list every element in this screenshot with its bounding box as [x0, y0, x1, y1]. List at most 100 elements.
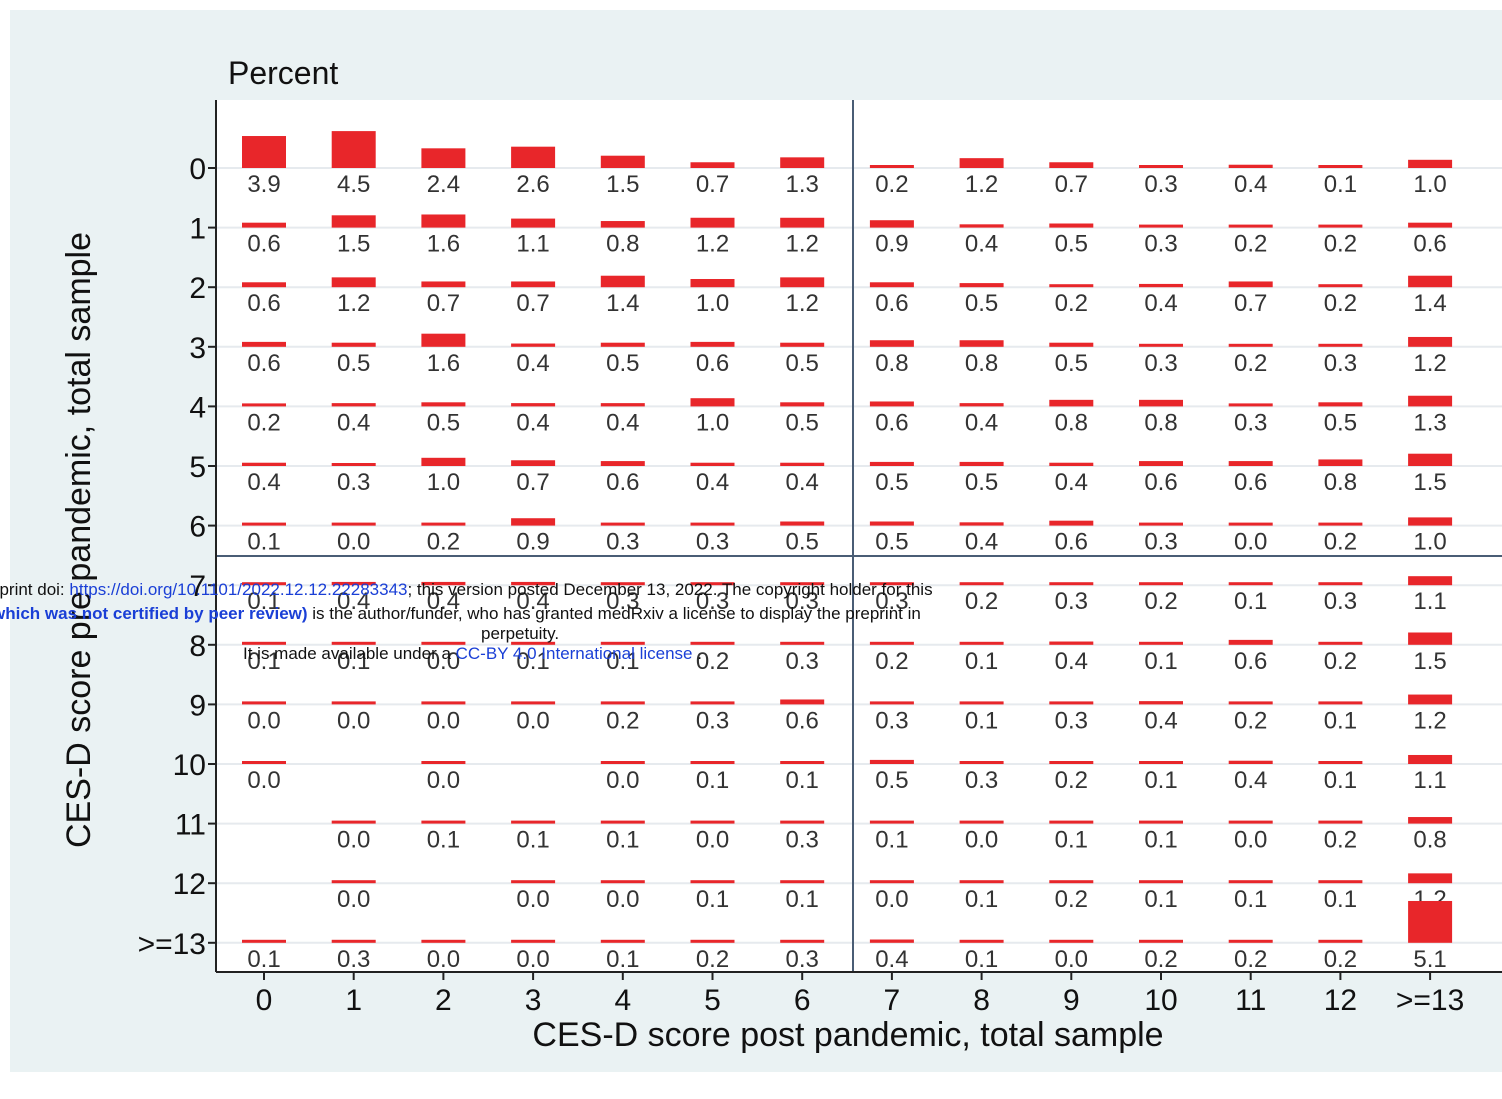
cell-value-label: 0.0 [1055, 946, 1088, 973]
cell-value-label: 0.2 [696, 648, 729, 675]
watermark-line-2: which was not certified by peer review) … [0, 604, 921, 624]
cell-value-label: 0.5 [786, 529, 819, 556]
cell-bar [1049, 223, 1094, 228]
cell-value-label: 0.7 [1055, 171, 1088, 198]
cells: 3.9 4.5 2.4 2.6 1.5 0.7 1.3 0.2 1.2 0.7 0.3 0.4 0.1 1… [242, 131, 1453, 973]
cell-bar [1139, 343, 1183, 347]
cell-value-label: 0.1 [247, 529, 280, 556]
cell-value-label: 0.3 [696, 529, 729, 556]
cell-bar [1318, 761, 1363, 764]
cell-value-label: 0.0 [337, 529, 370, 556]
cell-bar [242, 522, 286, 526]
cell-bar [242, 403, 286, 407]
cell-value-label: 0.3 [1144, 350, 1177, 377]
cell-value-label: 0.3 [696, 588, 729, 615]
cell-bar [600, 403, 645, 407]
y-tick-label: 9 [189, 689, 206, 722]
cell-value-label: 0.6 [1234, 469, 1267, 496]
cell-value-label: 1.2 [786, 290, 819, 317]
cell-value-label: 0.1 [516, 648, 549, 675]
cell-value-label: 1.2 [1413, 350, 1446, 377]
y-tick-label: 1 [189, 213, 206, 246]
cell-bar [331, 939, 376, 943]
cell-value-label: 0.1 [786, 886, 819, 913]
cell-value-label: 1.2 [965, 171, 998, 198]
cell-bar [1228, 164, 1273, 168]
cell-bar [869, 220, 914, 228]
cell-bar [690, 162, 735, 168]
cell-value-label: 1.4 [606, 290, 639, 317]
cell-value-label: 0.2 [1324, 827, 1357, 854]
cell-value-label: 0.5 [786, 409, 819, 436]
x-tick-label: 3 [525, 984, 542, 1017]
watermark-perpetuity: perpetuity. [481, 624, 560, 643]
cell-bar [780, 521, 825, 526]
x-axis-label: CES-D score post pandemic, total sample [532, 1016, 1163, 1054]
x-tick-label: 9 [1063, 984, 1080, 1017]
cell-value-label: 1.2 [337, 290, 370, 317]
cell-bar [1049, 342, 1094, 347]
cell-bar [869, 521, 914, 526]
cell-bar [869, 340, 914, 347]
cell-value-label: 0.2 [1055, 290, 1088, 317]
cell-bar [1049, 520, 1094, 526]
cell-bar [1318, 522, 1363, 526]
cell-value-label: 0.0 [606, 767, 639, 794]
cell-value-label: 0.1 [1144, 886, 1177, 913]
cell-bar [869, 282, 914, 288]
cell-bar [1139, 701, 1183, 705]
cell-bar [1408, 632, 1453, 645]
cell-bar [869, 701, 914, 705]
cell-bar [690, 820, 735, 824]
cell-bar [780, 217, 825, 228]
cell-value-label: 1.3 [786, 171, 819, 198]
cell-value-label: 0.3 [1055, 588, 1088, 615]
cell-value-label: 1.0 [427, 469, 460, 496]
cell-value-label: 0.0 [606, 886, 639, 913]
y-tick-label: 7 [189, 570, 206, 603]
cell-value-label: 0.0 [516, 886, 549, 913]
cell-bar [1408, 873, 1453, 884]
cell-value-label: 1.6 [427, 350, 460, 377]
cell-bar [869, 401, 914, 407]
cell-value-label: 0.0 [337, 707, 370, 734]
cell-bar [511, 403, 556, 407]
cell-value-label: 0.5 [1055, 231, 1088, 258]
y-tick-label: 4 [189, 391, 206, 424]
cell-value-label: 0.0 [1234, 827, 1267, 854]
cell-bar [1049, 284, 1094, 288]
cell-value-label: 2.6 [516, 171, 549, 198]
y-tick-label: 10 [173, 749, 206, 782]
y-tick-label: 8 [189, 630, 206, 663]
doi-link[interactable]: https://doi.org/10.1101/2022.12.12.22283… [69, 580, 408, 599]
cell-bar [331, 641, 376, 645]
cell-value-label: 0.4 [965, 529, 998, 556]
cell-bar [1318, 641, 1363, 645]
cell-value-label: 0.2 [1144, 946, 1177, 973]
cell-value-label: 0.1 [965, 886, 998, 913]
cell-bar [511, 460, 556, 466]
x-tick-label: 5 [704, 984, 721, 1017]
cell-value-label: 0.7 [516, 469, 549, 496]
cell-bar [1408, 900, 1453, 943]
cell-bar [869, 641, 914, 645]
cell-bar [421, 148, 466, 168]
cell-value-label: 0.0 [247, 707, 280, 734]
license-link[interactable]: CC-BY 4.0 International license [455, 644, 693, 663]
cell-bar [780, 699, 825, 705]
cell-value-label: 1.1 [1413, 767, 1446, 794]
cell-value-label: 0.6 [875, 409, 908, 436]
cell-bar [959, 641, 1004, 645]
cell-value-label: 0.3 [606, 529, 639, 556]
x-tick-label: 10 [1144, 984, 1177, 1017]
watermark-available-text: It is made available under a [243, 644, 456, 663]
cell-bar [1228, 582, 1273, 586]
cell-bar [869, 582, 914, 586]
x-ticks: 0 1 2 3 4 5 6 7 8 9 10 11 12 >=13 [256, 972, 1464, 1017]
cell-value-label: 0.1 [965, 946, 998, 973]
cell-value-label: 0.4 [1144, 290, 1177, 317]
cell-value-label: 0.1 [1324, 886, 1357, 913]
cell-bar [690, 582, 735, 586]
cell-value-label: 0.1 [606, 648, 639, 675]
x-tick-label: 12 [1324, 984, 1357, 1017]
